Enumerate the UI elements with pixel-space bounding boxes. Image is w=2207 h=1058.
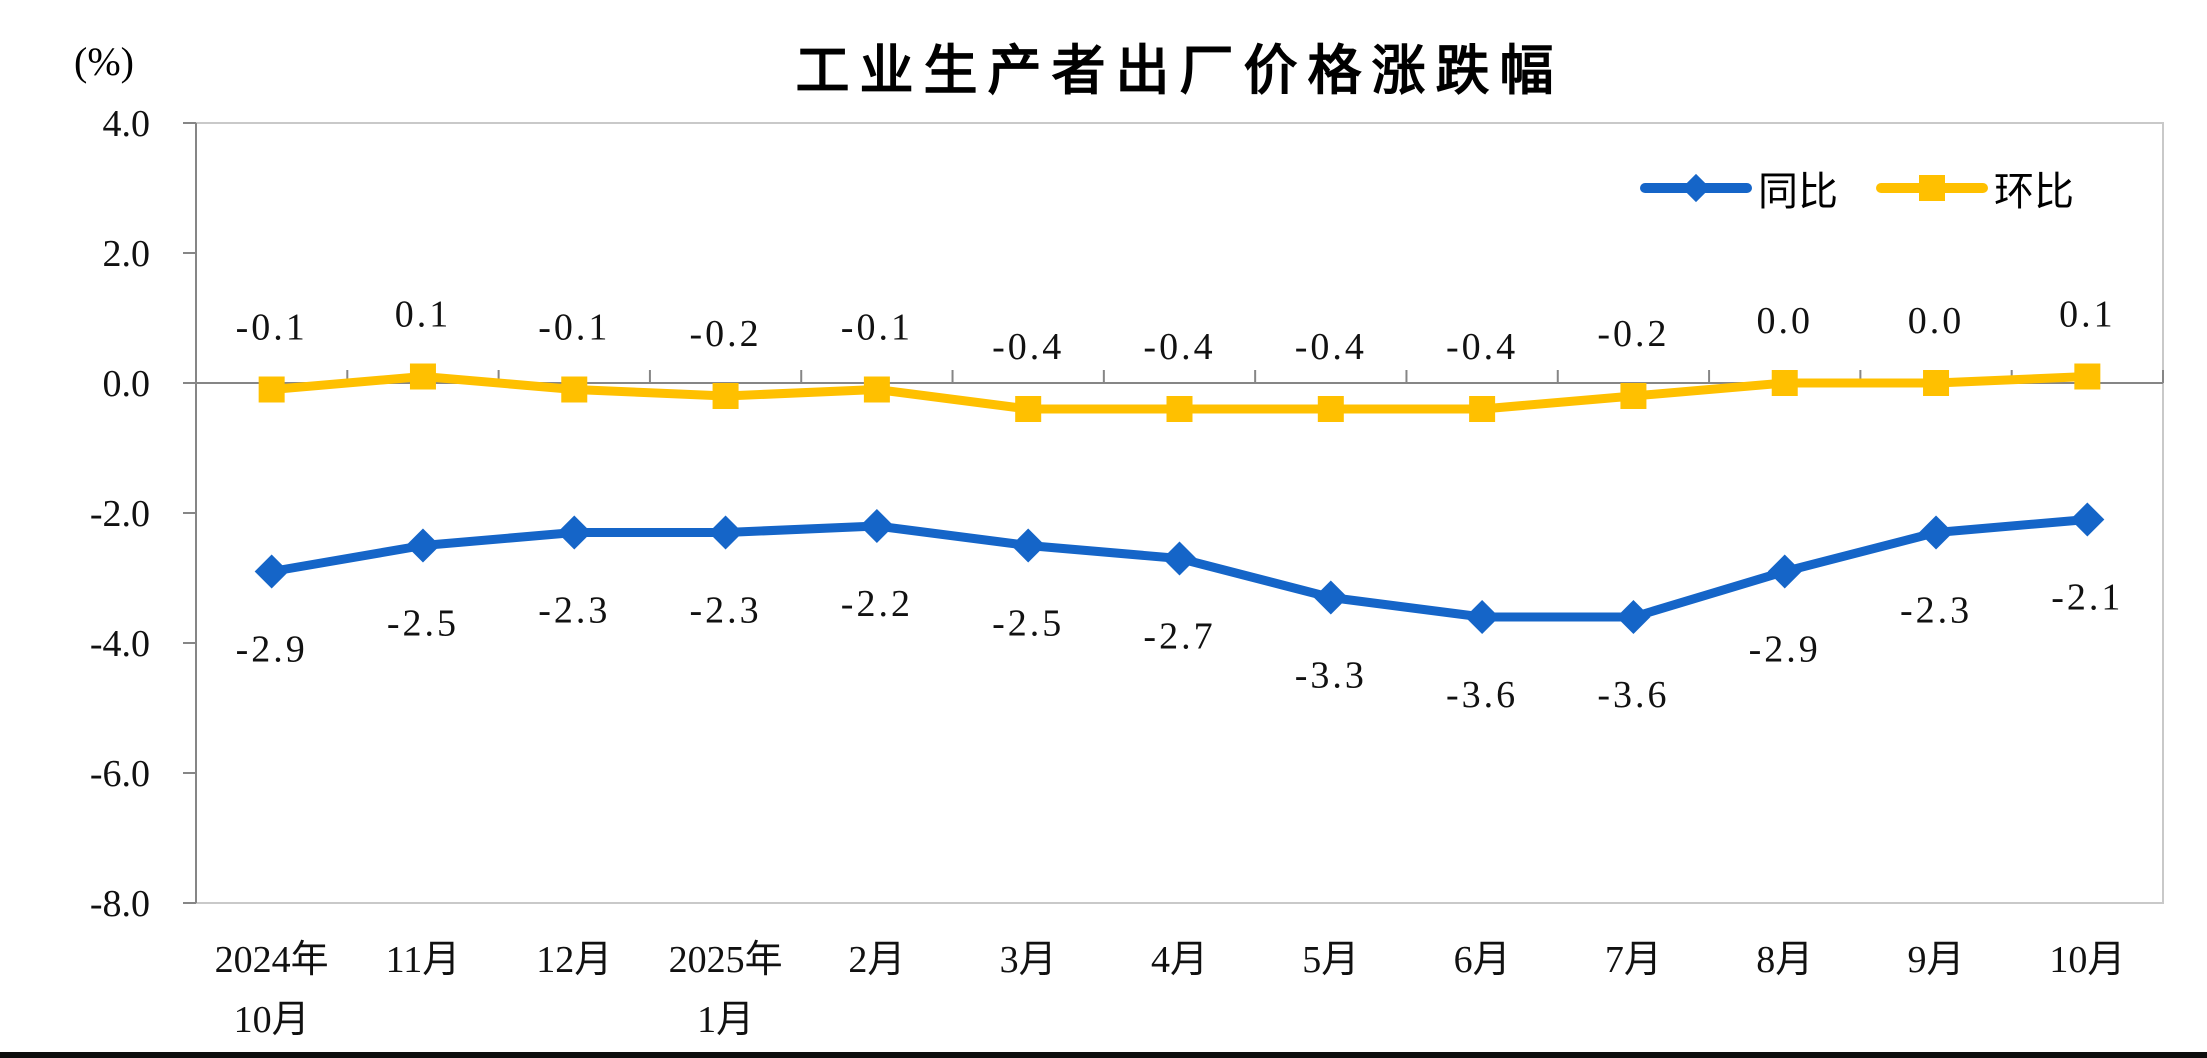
yoy-data-label: -2.1	[2051, 577, 2123, 619]
yoy-data-label: -2.9	[236, 629, 308, 671]
mom-data-label: -0.4	[992, 326, 1064, 368]
yoy-data-label: -2.9	[1749, 629, 1821, 671]
y-axis-tick-label: 4.0	[103, 103, 151, 145]
yoy-data-label: -3.3	[1295, 655, 1367, 697]
mom-data-label: -0.2	[1597, 313, 1669, 355]
yoy-marker	[1162, 541, 1197, 576]
mom-data-label: 0.0	[1756, 300, 1813, 342]
mom-marker	[1469, 396, 1496, 422]
x-axis-tick-label: 1月	[697, 999, 754, 1041]
x-axis-tick-label: 6月	[1454, 939, 1511, 981]
y-axis-tick-label: -2.0	[90, 493, 150, 535]
y-axis-tick-label: 0.0	[103, 363, 151, 405]
yoy-marker	[708, 515, 743, 550]
x-axis-tick-label: 3月	[1000, 939, 1057, 981]
x-axis-tick-label: 12月	[536, 939, 612, 981]
yoy-data-label: -2.3	[1900, 590, 1972, 632]
yoy-marker	[405, 528, 440, 563]
mom-data-label: -0.4	[1446, 326, 1518, 368]
mom-marker	[1923, 370, 1950, 396]
legend-label-mom: 环比	[1994, 169, 2074, 214]
x-axis-tick-label: 5月	[1302, 939, 1359, 981]
yoy-line-diamond-icon	[1640, 173, 1752, 203]
mom-marker	[1015, 396, 1042, 422]
mom-marker	[2074, 363, 2101, 390]
yoy-data-label: -3.6	[1597, 674, 1669, 716]
yoy-data-label: -2.3	[538, 590, 610, 632]
x-axis-tick-label: 2024年	[215, 939, 329, 981]
mom-line-square-icon	[1876, 173, 1988, 203]
bottom-edge-bar	[0, 1052, 2207, 1058]
mom-marker	[712, 383, 739, 409]
mom-data-label: -0.1	[841, 307, 913, 349]
x-axis-tick-label: 11月	[386, 939, 461, 981]
legend-label-yoy: 同比	[1758, 169, 1838, 214]
mom-data-label: -0.2	[689, 313, 761, 355]
y-axis-tick-label: -4.0	[90, 623, 150, 665]
mom-marker	[409, 363, 436, 390]
y-axis-tick-label: -6.0	[90, 753, 150, 795]
yoy-marker	[859, 509, 894, 543]
mom-marker	[258, 376, 285, 403]
legend-item-mom: 环比	[1876, 159, 2074, 217]
yoy-marker	[1919, 515, 1954, 550]
mom-data-label: -0.4	[1295, 326, 1367, 368]
chart-title: 工业生产者出厂价格涨跌幅	[795, 41, 1564, 101]
mom-marker	[561, 376, 588, 403]
x-axis-tick-label: 2025年	[669, 939, 783, 981]
x-axis-tick-label: 8月	[1756, 939, 1813, 981]
y-axis-unit-label: (%)	[74, 39, 134, 84]
mom-marker	[1317, 396, 1344, 422]
yoy-marker	[1465, 600, 1500, 634]
yoy-data-label: -2.2	[841, 583, 913, 625]
plot-border	[195, 122, 2164, 904]
mom-data-label: 0.1	[395, 294, 452, 336]
mom-data-label: -0.4	[1143, 326, 1215, 368]
x-axis-tick-label: 7月	[1605, 939, 1662, 981]
mom-data-label: -0.1	[538, 307, 610, 349]
y-axis-tick-label: -8.0	[90, 883, 150, 925]
y-axis-tick-label: 2.0	[103, 233, 151, 275]
yoy-data-label: -2.5	[387, 603, 459, 645]
x-axis-tick-label: 9月	[1908, 939, 1965, 981]
mom-marker	[1771, 370, 1798, 396]
legend-item-yoy: 同比	[1640, 159, 1838, 217]
yoy-marker	[1011, 528, 1046, 563]
legend: 同比 环比	[1640, 160, 2074, 216]
mom-data-label: -0.1	[236, 307, 308, 349]
mom-data-label: 0.0	[1908, 300, 1965, 342]
yoy-data-label: -3.6	[1446, 674, 1518, 716]
yoy-marker	[2070, 502, 2105, 537]
mom-marker	[1166, 396, 1193, 422]
x-axis-tick-label: 10月	[234, 999, 310, 1041]
x-axis-tick-label: 2月	[848, 939, 905, 981]
x-axis-tick-label: 10月	[2049, 939, 2125, 981]
yoy-marker	[1616, 600, 1651, 634]
yoy-marker	[1767, 554, 1802, 589]
yoy-marker	[1313, 580, 1348, 615]
mom-data-label: 0.1	[2059, 294, 2116, 336]
x-axis-tick-label: 4月	[1151, 939, 1208, 981]
mom-marker	[1620, 383, 1647, 409]
yoy-data-label: -2.5	[992, 603, 1064, 645]
yoy-marker	[254, 554, 289, 589]
yoy-marker	[557, 515, 592, 550]
yoy-data-label: -2.7	[1143, 616, 1215, 658]
mom-marker	[863, 376, 890, 403]
yoy-data-label: -2.3	[689, 590, 761, 632]
